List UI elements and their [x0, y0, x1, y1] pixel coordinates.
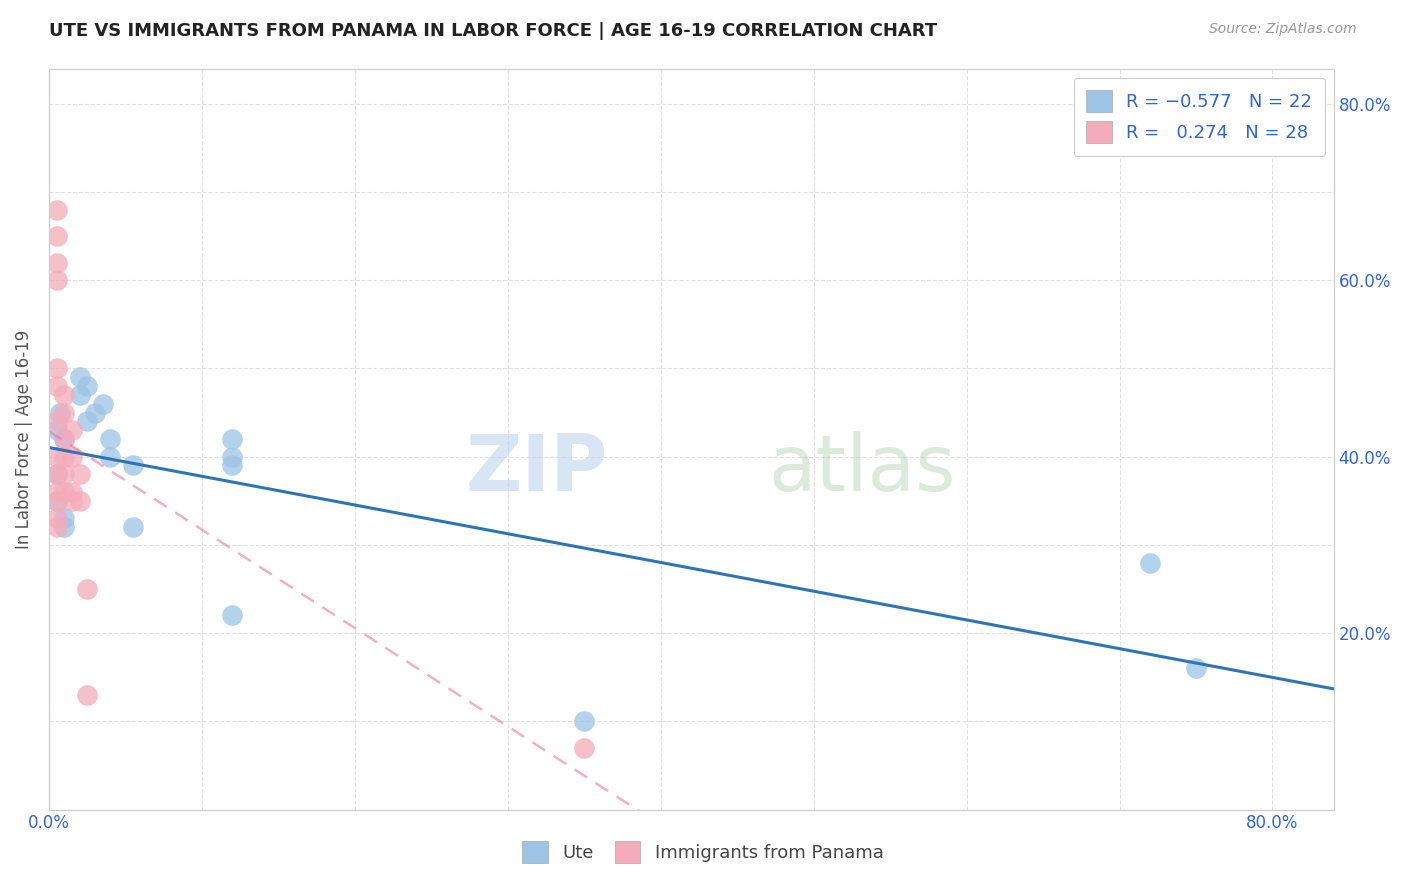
Point: [221, 432, 243, 446]
Point: [48, 406, 70, 420]
Point: [53, 450, 76, 464]
Point: [60, 493, 83, 508]
Point: [53, 467, 76, 482]
Point: [53, 520, 76, 534]
Point: [45, 255, 67, 269]
Text: ZIP: ZIP: [465, 431, 607, 507]
Point: [76, 688, 98, 702]
Text: UTE VS IMMIGRANTS FROM PANAMA IN LABOR FORCE | AGE 16-19 CORRELATION CHART: UTE VS IMMIGRANTS FROM PANAMA IN LABOR F…: [49, 22, 938, 40]
Point: [76, 379, 98, 393]
Text: Source: ZipAtlas.com: Source: ZipAtlas.com: [1209, 22, 1357, 37]
Point: [45, 229, 67, 244]
Point: [221, 608, 243, 623]
Point: [45, 485, 67, 500]
Point: [1139, 556, 1161, 570]
Point: [53, 511, 76, 525]
Point: [69, 370, 91, 384]
Point: [76, 582, 98, 596]
Point: [69, 493, 91, 508]
Point: [53, 406, 76, 420]
Point: [45, 493, 67, 508]
Point: [45, 450, 67, 464]
Point: [122, 458, 145, 473]
Point: [98, 450, 121, 464]
Point: [60, 423, 83, 437]
Point: [45, 520, 67, 534]
Point: [45, 202, 67, 217]
Point: [45, 361, 67, 376]
Point: [83, 406, 105, 420]
Y-axis label: In Labor Force | Age 16-19: In Labor Force | Age 16-19: [15, 329, 32, 549]
Point: [53, 432, 76, 446]
Point: [53, 432, 76, 446]
Point: [574, 740, 596, 755]
Point: [76, 414, 98, 428]
Point: [45, 511, 67, 525]
Point: [221, 450, 243, 464]
Point: [53, 388, 76, 402]
Point: [69, 388, 91, 402]
Point: [69, 467, 91, 482]
Point: [45, 414, 67, 428]
Point: [60, 450, 83, 464]
Point: [45, 493, 67, 508]
Point: [221, 458, 243, 473]
Point: [122, 520, 145, 534]
Point: [45, 273, 67, 287]
Point: [98, 432, 121, 446]
Point: [45, 467, 67, 482]
Point: [45, 467, 67, 482]
Legend: R = −0.577   N = 22, R =   0.274   N = 28: R = −0.577 N = 22, R = 0.274 N = 28: [1074, 78, 1324, 156]
Text: atlas: atlas: [769, 431, 956, 507]
Point: [574, 714, 596, 729]
Legend: Ute, Immigrants from Panama: Ute, Immigrants from Panama: [512, 830, 894, 874]
Point: [45, 423, 67, 437]
Point: [60, 485, 83, 500]
Point: [45, 379, 67, 393]
Point: [91, 397, 114, 411]
Point: [1185, 661, 1208, 675]
Point: [53, 485, 76, 500]
